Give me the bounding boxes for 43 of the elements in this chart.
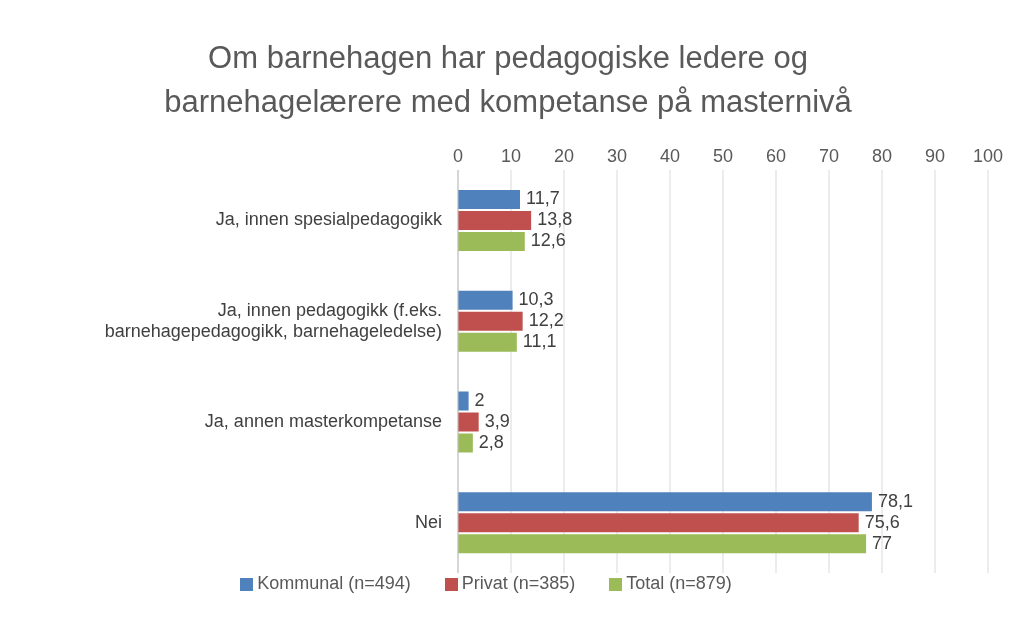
data-label: 75,6 <box>864 511 900 532</box>
y-tick-label: Ja, innen pedagogikk (f.eks. barnehagepedagogikk, barnehageledelse) <box>104 299 442 341</box>
x-tick-label: 100 <box>972 146 1004 166</box>
x-tick-label: 0 <box>452 146 464 166</box>
bar <box>458 412 479 432</box>
data-label: 2,8 <box>478 431 504 452</box>
x-tick-label: 50 <box>712 146 734 166</box>
x-tick-label: 80 <box>871 146 893 166</box>
bar <box>458 513 859 533</box>
x-tick-label: 60 <box>765 146 787 166</box>
x-tick-label: 10 <box>500 146 522 166</box>
data-label: 78,1 <box>877 490 913 511</box>
bar <box>458 332 517 352</box>
x-tick-label: 20 <box>553 146 575 166</box>
bar <box>458 534 867 554</box>
data-label: 10,3 <box>518 289 554 309</box>
y-tick-label: Ja, annen masterkompetanse <box>204 410 442 431</box>
bar <box>458 492 872 512</box>
data-label: 11,1 <box>522 331 557 351</box>
bar <box>458 391 469 411</box>
data-label: 2 <box>474 389 485 410</box>
legend-label: Privat (n=385) <box>461 573 576 593</box>
x-tick-label: 70 <box>818 146 840 166</box>
bar <box>458 290 513 310</box>
chart-title: Om barnehagen har pedagogiske ledere og barnehagelærere med kompetanse på masternivå <box>163 39 853 121</box>
bar <box>458 311 523 331</box>
x-tick-label: 40 <box>659 146 681 166</box>
y-tick-label: Ja, innen spesialpedagogikk <box>215 209 443 230</box>
data-label: 11,7 <box>526 188 560 209</box>
bar <box>458 433 473 453</box>
data-label: 13,8 <box>537 209 573 230</box>
data-label: 12,2 <box>528 310 564 330</box>
data-label: 77 <box>872 532 893 553</box>
y-tick-label: Nei <box>414 511 442 532</box>
bar <box>458 211 532 230</box>
legend-label: Total (n=879) <box>626 573 732 593</box>
x-tick-label: 90 <box>924 146 946 166</box>
data-label: 3,9 <box>484 410 510 431</box>
x-tick-label: 30 <box>606 146 628 166</box>
data-label: 12,6 <box>530 230 566 251</box>
bar <box>458 190 521 209</box>
bar <box>458 232 525 251</box>
legend-label: Kommunal (n=494) <box>257 573 411 593</box>
